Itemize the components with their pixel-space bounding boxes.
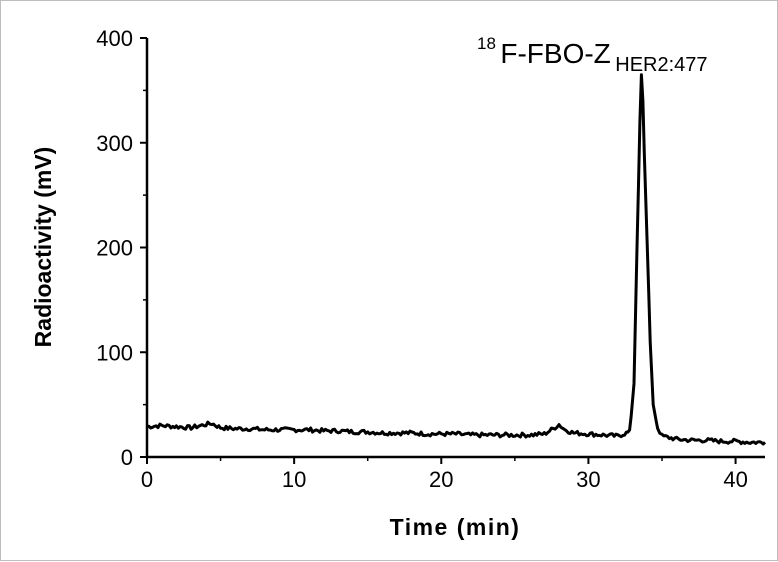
x-tick-label: 20 [429, 467, 453, 492]
annotation-superscript: 18 [477, 34, 496, 53]
x-tick-label: 30 [576, 467, 600, 492]
y-tick-label: 300 [96, 131, 133, 156]
y-tick-label: 200 [96, 236, 133, 261]
peak-annotation: 18 F-FBO-Z HER2:477 [477, 34, 708, 76]
x-tick-label: 0 [141, 467, 153, 492]
annotation-main: F-FBO-Z [500, 38, 610, 69]
y-tick-label: 400 [96, 26, 133, 51]
x-axis-title: Time (min) [390, 514, 521, 540]
axes [145, 38, 765, 459]
annotation-subscript: HER2:477 [615, 54, 707, 76]
x-tick-label: 10 [282, 467, 306, 492]
x-tick-label: 40 [723, 467, 747, 492]
y-tick-label: 100 [96, 340, 133, 365]
y-axis-title: Radioactivity (mV) [30, 147, 56, 348]
y-tick-label: 0 [121, 445, 133, 470]
series-line [146, 73, 767, 446]
